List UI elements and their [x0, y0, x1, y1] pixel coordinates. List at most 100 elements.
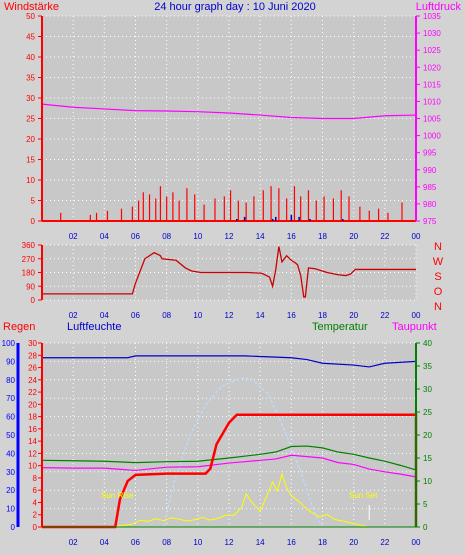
- rain-tick-label: 0: [33, 523, 38, 532]
- direction-tick-label: 270: [22, 255, 36, 264]
- sunrise-label: Sun Rise: [101, 491, 134, 500]
- pressure-tick-label: 1000: [423, 132, 441, 141]
- humidity-tick-label: 70: [6, 394, 15, 403]
- rain-tick-label: 8: [33, 474, 38, 483]
- direction-tick-label: 0: [31, 296, 36, 305]
- temp-tick-label: 0: [423, 523, 428, 532]
- rain-tick-label: 20: [28, 400, 37, 409]
- x-tick-label: 18: [318, 232, 327, 241]
- rain-tick-label: 2: [33, 511, 38, 520]
- rain-tick-label: 12: [28, 449, 37, 458]
- pressure-tick-label: 995: [423, 149, 437, 158]
- humidity-tick-label: 40: [6, 449, 15, 458]
- wind-tick-label: 40: [26, 53, 35, 62]
- x-tick-label: 14: [256, 232, 265, 241]
- solar-line: [116, 472, 367, 528]
- x-tick-label: 10: [193, 232, 202, 241]
- pressure-tick-label: 1025: [423, 46, 441, 55]
- temp-tick-label: 20: [423, 431, 432, 440]
- x-tick-label: 16: [287, 232, 296, 241]
- wind-tick-label: 0: [31, 217, 36, 226]
- pressure-axis-label: Luftdruck: [416, 1, 462, 13]
- pressure-tick-label: 1010: [423, 97, 441, 106]
- direction-tick-label: 360: [22, 241, 36, 250]
- rain-tick-label: 22: [28, 388, 37, 397]
- pressure-tick-label: 1030: [423, 29, 441, 38]
- x-tick-label: 16: [287, 538, 296, 547]
- x-tick-label: 10: [193, 538, 202, 547]
- temperature-axis-label: Temperatur: [312, 321, 368, 333]
- humidity-tick-label: 50: [6, 431, 15, 440]
- pressure-tick-label: 975: [423, 217, 437, 226]
- x-tick-label: 04: [100, 232, 109, 241]
- x-tick-label: 22: [380, 538, 389, 547]
- rain-tick-label: 18: [28, 413, 37, 422]
- temp-tick-label: 25: [423, 408, 432, 417]
- temp-tick-label: 40: [423, 339, 432, 348]
- rain-tick-label: 24: [28, 376, 37, 385]
- compass-letter: O: [434, 286, 443, 298]
- x-tick-label: 02: [69, 538, 78, 547]
- x-tick-label: 08: [162, 311, 171, 320]
- x-tick-label: 12: [225, 311, 234, 320]
- humidity-tick-label: 60: [6, 413, 15, 422]
- humidity-tick-label: 10: [6, 505, 15, 514]
- compass-letter: S: [434, 271, 441, 283]
- pressure-tick-label: 985: [423, 183, 437, 192]
- rain-line: [42, 413, 418, 529]
- x-tick-label: 02: [69, 232, 78, 241]
- compass-letter: W: [433, 256, 444, 268]
- direction-tick-label: 180: [22, 269, 36, 278]
- temp-tick-label: 5: [423, 500, 428, 509]
- temp-tick-label: 10: [423, 477, 432, 486]
- x-tick-label: 06: [131, 311, 140, 320]
- temperature-line: [41, 445, 417, 471]
- x-tick-label: 16: [287, 311, 296, 320]
- pressure-tick-label: 1015: [423, 80, 441, 89]
- x-tick-label: 22: [380, 311, 389, 320]
- rain-tick-label: 6: [33, 486, 38, 495]
- x-tick-label: 18: [318, 311, 327, 320]
- x-tick-label: 00: [412, 538, 421, 547]
- wind-tick-label: 20: [26, 135, 35, 144]
- wind-tick-label: 25: [26, 115, 35, 124]
- humidity-line: [42, 355, 417, 368]
- pressure-tick-label: 1020: [423, 63, 441, 72]
- x-tick-label: 08: [162, 232, 171, 241]
- temp-tick-label: 30: [423, 385, 432, 394]
- direction-line: [42, 246, 416, 298]
- x-tick-label: 10: [193, 311, 202, 320]
- x-tick-label: 04: [100, 538, 109, 547]
- temp-tick-label: 35: [423, 362, 432, 371]
- dewpoint-axis-label: Taupunkt: [392, 321, 437, 333]
- x-tick-label: 18: [318, 538, 327, 547]
- x-tick-label: 00: [412, 232, 421, 241]
- pressure-line: [41, 103, 417, 120]
- rain-axis-label: Regen: [3, 321, 35, 333]
- rain-tick-label: 10: [28, 462, 37, 471]
- compass-letter: N: [434, 301, 442, 313]
- humidity-tick-label: 0: [11, 523, 16, 532]
- x-tick-label: 04: [100, 311, 109, 320]
- uv-line: [162, 376, 324, 528]
- wind-tick-label: 35: [26, 74, 35, 83]
- humidity-axis-label: Luftfeuchte: [67, 321, 121, 333]
- rain-tick-label: 16: [28, 425, 37, 434]
- humidity-tick-label: 80: [6, 376, 15, 385]
- x-tick-label: 22: [380, 232, 389, 241]
- humidity-tick-label: 90: [6, 357, 15, 366]
- pressure-tick-label: 990: [423, 166, 437, 175]
- pressure-tick-label: 1005: [423, 115, 441, 124]
- wind-tick-label: 15: [26, 156, 35, 165]
- pressure-tick-label: 1035: [423, 12, 441, 21]
- rain-tick-label: 26: [28, 364, 37, 373]
- sunset-label: Sun Set: [349, 491, 378, 500]
- pressure-tick-label: 980: [423, 200, 437, 209]
- humidity-tick-label: 20: [6, 486, 15, 495]
- x-tick-label: 06: [131, 538, 140, 547]
- compass-letter: N: [434, 241, 442, 253]
- wind-tick-label: 50: [26, 12, 35, 21]
- wind-tick-label: 30: [26, 94, 35, 103]
- x-tick-label: 14: [256, 538, 265, 547]
- humidity-tick-label: 100: [2, 339, 16, 348]
